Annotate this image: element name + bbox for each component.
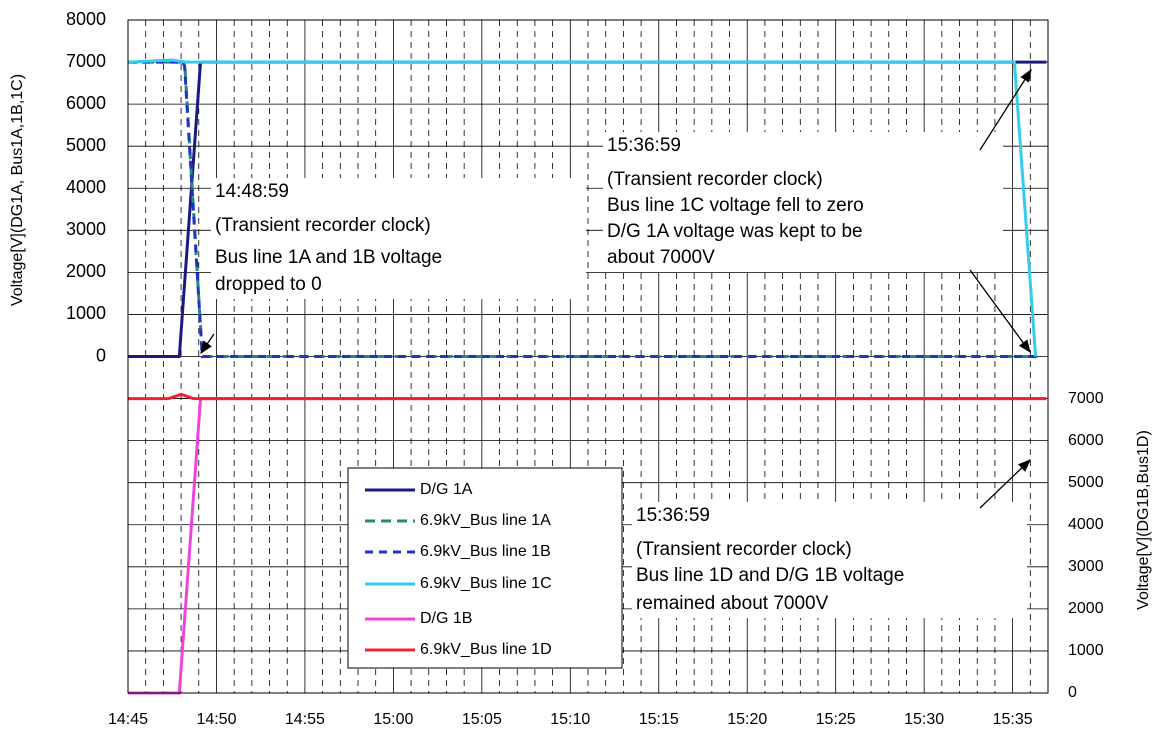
legend-box <box>347 467 623 669</box>
y-tick-label: 6000 <box>66 93 106 113</box>
y2-tick-label: 6000 <box>1068 432 1104 449</box>
y2-tick-label: 4000 <box>1068 516 1104 533</box>
y2-tick-label: 1000 <box>1068 642 1104 659</box>
y-tick-label: 7000 <box>66 51 106 71</box>
y-tick-label: 8000 <box>66 9 106 29</box>
y2-tick-label: 7000 <box>1068 390 1104 407</box>
legend-label: 6.9kV_Bus line 1B <box>420 543 551 560</box>
x-tick-label: 14:45 <box>108 711 148 728</box>
annotation-bg <box>211 178 586 299</box>
annotation-text: Bus line 1A and 1B voltage <box>215 247 442 268</box>
annotation-text: remained about 7000V <box>636 593 829 614</box>
y2-tick-label: 0 <box>1068 684 1077 701</box>
series-line <box>128 392 1047 401</box>
legend-label: D/G 1B <box>420 610 472 627</box>
x-tick-label: 15:10 <box>550 711 590 728</box>
x-tick-label: 15:00 <box>373 711 413 728</box>
y-tick-label: 3000 <box>66 219 106 239</box>
y-tick-label: 0 <box>96 345 106 365</box>
x-tick-label: 15:25 <box>816 711 856 728</box>
legend-label: D/G 1A <box>420 481 473 498</box>
annotation-text: (Transient recorder clock) <box>215 215 431 236</box>
annotation-bg <box>632 502 1027 618</box>
y-tick-label: 1000 <box>66 303 106 323</box>
annotation-text: (Transient recorder clock) <box>607 169 823 190</box>
x-tick-label: 14:55 <box>285 711 325 728</box>
x-tick-label: 15:20 <box>727 711 767 728</box>
x-tick-label: 15:30 <box>904 711 944 728</box>
x-tick-label: 15:35 <box>993 711 1033 728</box>
annotation-text: about 7000V <box>607 247 715 268</box>
x-tick-label: 14:50 <box>196 711 236 728</box>
y2-tick-label: 5000 <box>1068 474 1104 491</box>
annotation-text: D/G 1A voltage was kept to be <box>607 221 863 242</box>
annotation-text: Bus line 1D and D/G 1B voltage <box>636 565 904 586</box>
y-tick-label: 4000 <box>66 177 106 197</box>
y2-tick-label: 2000 <box>1068 600 1104 617</box>
legend-label: 6.9kV_Bus line 1D <box>420 641 552 658</box>
legend-label: 6.9kV_Bus line 1C <box>420 575 552 592</box>
annotation-text: (Transient recorder clock) <box>636 539 852 560</box>
annotation-text: 15:36:59 <box>636 505 710 526</box>
series-line <box>128 60 1038 358</box>
x-tick-label: 15:05 <box>462 711 502 728</box>
plot-border <box>127 19 1049 694</box>
series-line <box>127 58 1038 357</box>
y2-tick-label: 3000 <box>1068 558 1104 575</box>
legend-label: 6.9kV_Bus line 1A <box>420 512 551 529</box>
series-line <box>128 60 1038 358</box>
annotation-text: Bus line 1C voltage fell to zero <box>607 195 864 216</box>
annotation-bg <box>603 132 1003 272</box>
annotation-text: 14:48:59 <box>215 181 289 202</box>
y2-axis-label: Voltage[V](DG1B,Bus1D) <box>1135 430 1152 610</box>
y-axis-label: Voltage[V](DG1A, Bus1A,1B,1C) <box>9 74 26 306</box>
y-tick-label: 2000 <box>66 261 106 281</box>
annotation-text: dropped to 0 <box>215 274 322 295</box>
annotation-text: 15:36:59 <box>607 135 681 156</box>
arrows <box>200 68 1032 509</box>
y-tick-label: 5000 <box>66 135 106 155</box>
x-tick-label: 15:15 <box>639 711 679 728</box>
